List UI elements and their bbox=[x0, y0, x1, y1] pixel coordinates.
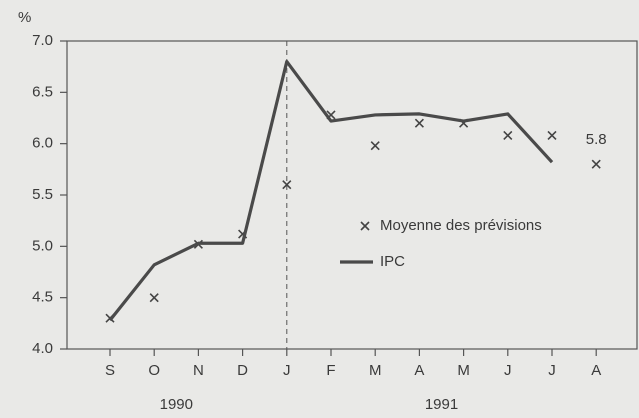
y-tick-label: 6.5 bbox=[32, 83, 53, 100]
year-label: 1991 bbox=[425, 396, 458, 413]
x-tick-label: J bbox=[283, 362, 291, 379]
x-tick-label: J bbox=[504, 362, 512, 379]
forecast-marker bbox=[591, 159, 601, 169]
forecast-marker bbox=[370, 141, 380, 151]
x-tick-label: S bbox=[105, 362, 115, 379]
x-tick-label: O bbox=[148, 362, 160, 379]
y-tick-label: 6.0 bbox=[32, 135, 53, 152]
x-tick-label: D bbox=[237, 362, 248, 379]
x-tick-label: M bbox=[369, 362, 382, 379]
plot-frame bbox=[66, 40, 638, 350]
x-tick-label: A bbox=[414, 362, 424, 379]
y-unit: % bbox=[18, 9, 31, 26]
cpi-line bbox=[108, 59, 554, 322]
legend-marker bbox=[360, 221, 370, 231]
y-tick-label: 7.0 bbox=[32, 32, 53, 49]
x-tick-label: A bbox=[591, 362, 601, 379]
x-tick-label: N bbox=[193, 362, 204, 379]
forecast-marker bbox=[503, 130, 513, 141]
year-label: 1990 bbox=[160, 396, 193, 413]
annotation: 5.8 bbox=[586, 131, 607, 148]
x-tick-label: M bbox=[457, 362, 470, 379]
forecast-marker bbox=[547, 130, 557, 141]
x-tick-label: J bbox=[548, 362, 556, 379]
y-tick-label: 4.5 bbox=[32, 289, 53, 306]
x-tick-label: F bbox=[326, 362, 335, 379]
forecast-marker bbox=[282, 180, 292, 190]
forecast-marker bbox=[149, 293, 159, 303]
y-tick-label: 5.5 bbox=[32, 186, 53, 203]
forecast-marker bbox=[414, 118, 424, 128]
y-tick-label: 4.0 bbox=[32, 340, 53, 357]
y-tick-label: 5.0 bbox=[32, 237, 53, 254]
legend-label: Moyenne des prévisions bbox=[380, 217, 542, 234]
legend-label: IPC bbox=[380, 253, 405, 270]
